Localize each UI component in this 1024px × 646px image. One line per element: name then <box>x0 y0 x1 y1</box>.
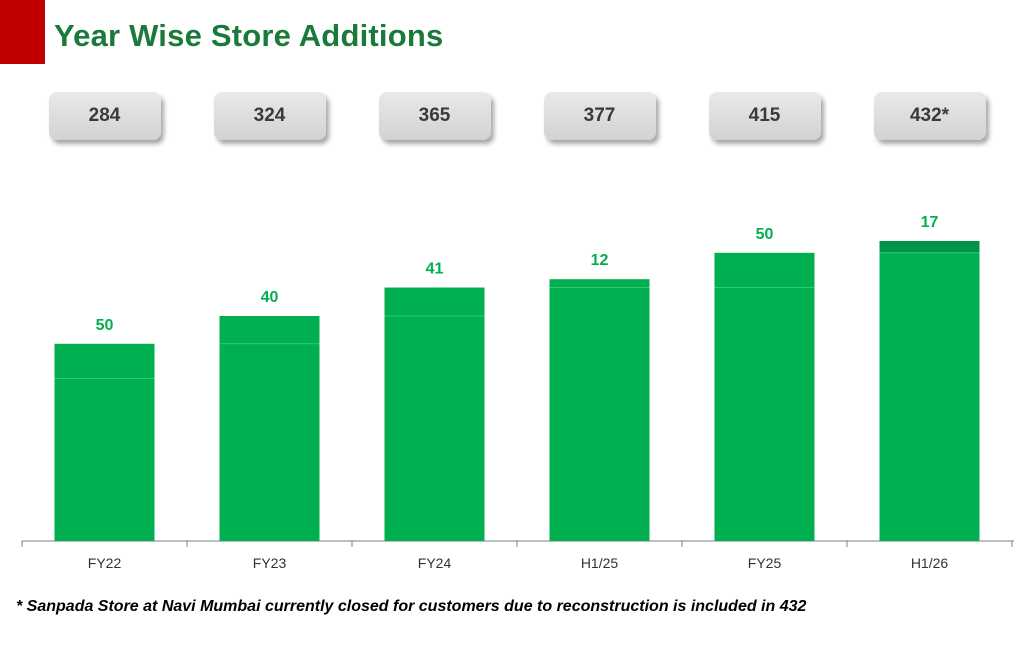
bar-data-label: 50 <box>756 226 774 243</box>
total-stores-box: 365 <box>378 92 491 140</box>
total-stores-box: 432* <box>873 92 986 140</box>
x-tick-label: FY23 <box>253 555 287 571</box>
bar-addition-fy24 <box>384 287 485 316</box>
accent-block <box>0 0 45 64</box>
footnote: * Sanpada Store at Navi Mumbai currently… <box>16 598 807 615</box>
bar-addition-fy25 <box>714 252 815 288</box>
bar-base-fy25 <box>714 287 815 541</box>
bar-data-label: 12 <box>591 252 609 269</box>
bar-base-h1-26 <box>879 252 980 542</box>
total-stores-box: 324 <box>213 92 326 140</box>
bar-addition-h1-25 <box>549 279 650 288</box>
bar-data-label: 40 <box>261 289 279 306</box>
x-tick-label: FY24 <box>418 555 452 571</box>
total-stores-box: 377 <box>543 92 656 140</box>
total-stores-box: 415 <box>708 92 821 140</box>
bar-addition-fy22 <box>54 343 155 379</box>
bar-addition-fy23 <box>219 316 320 344</box>
x-tick-label: FY25 <box>748 555 782 571</box>
x-tick-label: FY22 <box>88 555 122 571</box>
bar-data-label: 17 <box>921 214 939 231</box>
bar-addition-h1-26 <box>879 241 980 253</box>
bar-base-h1-25 <box>549 287 650 541</box>
bar-base-fy23 <box>219 343 320 541</box>
bar-base-fy24 <box>384 316 485 541</box>
store-additions-chart: 50 FY22 40 FY23 41 FY24 12 H1/25 50 FY25 17 H1/26 <box>21 214 1014 571</box>
x-tick-label: H1/26 <box>911 555 949 571</box>
bar-data-label: 50 <box>96 317 114 334</box>
page-title: Year Wise Store Additions <box>54 18 444 53</box>
x-tick-label: H1/25 <box>581 555 619 571</box>
bar-data-label: 41 <box>426 261 444 278</box>
bar-base-fy22 <box>54 378 155 541</box>
total-stores-box: 284 <box>48 92 161 140</box>
